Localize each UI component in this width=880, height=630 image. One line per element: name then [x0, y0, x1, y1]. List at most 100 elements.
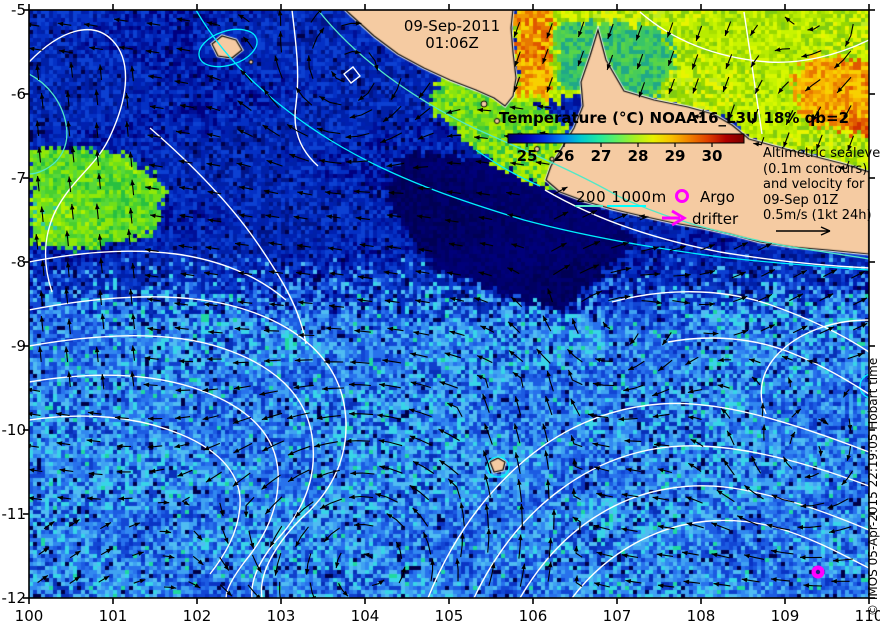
velocity-arrowhead	[97, 173, 102, 180]
velocity-arrowhead	[165, 529, 172, 534]
velocity-arrowhead	[774, 47, 781, 52]
velocity-arrowhead	[203, 302, 210, 307]
velocity-arrowhead	[382, 116, 389, 122]
velocity-arrowhead	[807, 26, 814, 32]
velocity-arrowhead	[446, 160, 453, 166]
velocity-arrowhead	[265, 213, 272, 219]
velocity-arrowhead	[263, 89, 270, 96]
credit-text: © IMOS 05-Apr-2015 22:19:05 Hobart time	[866, 357, 880, 616]
velocity-arrowhead	[845, 40, 850, 47]
velocity-arrowhead	[145, 247, 151, 253]
ssh-contour	[291, 10, 319, 167]
velocity-arrowhead	[353, 189, 360, 194]
velocity-arrowhead	[278, 31, 283, 37]
velocity-arrowhead	[861, 297, 867, 303]
bathymetry-contour	[195, 10, 869, 271]
velocity-arrowhead	[514, 452, 520, 459]
velocity-arrowhead	[56, 441, 63, 446]
velocity-arrowhead	[396, 541, 401, 548]
velocity-arrowhead	[67, 318, 72, 325]
velocity-arrowhead	[417, 185, 424, 191]
velocity-arrowhead	[571, 318, 577, 325]
velocity-arrowhead	[146, 21, 153, 27]
velocity-arrowhead	[800, 503, 807, 509]
velocity-arrowhead	[274, 569, 279, 576]
velocity-arrowhead	[297, 300, 304, 305]
velocity-arrowhead	[711, 522, 718, 528]
velocity-arrowhead	[256, 566, 262, 573]
velocity-arrowhead	[447, 403, 454, 408]
velocity-arrow	[309, 582, 315, 598]
velocity-arrowhead	[768, 324, 775, 330]
colorbar-tick-label: 30	[701, 147, 723, 165]
velocity-arrowhead	[174, 79, 181, 85]
velocity-arrowhead	[202, 415, 209, 421]
velocity-arrowhead	[712, 331, 719, 336]
velocity-arrowhead	[100, 374, 106, 380]
velocity-arrowhead	[657, 467, 664, 473]
velocity-arrowhead	[484, 473, 489, 480]
ssh-contour	[29, 28, 127, 293]
velocity-arrowhead	[795, 409, 801, 415]
velocity-arrowhead	[593, 264, 599, 270]
velocity-arrowhead	[349, 114, 356, 119]
date-line1: 09-Sep-2011	[403, 17, 501, 35]
ssh-contour	[427, 402, 869, 598]
velocity-arrowhead	[654, 442, 660, 448]
velocity-arrowhead	[345, 159, 352, 165]
velocity-arrowhead	[297, 190, 304, 196]
velocity-arrowhead	[345, 438, 352, 444]
velocity-arrowhead	[147, 326, 154, 332]
velocity-arrowhead	[238, 300, 244, 305]
velocity-arrowhead	[572, 458, 577, 465]
velocity-arrowhead	[459, 502, 465, 509]
velocity-arrowhead	[57, 495, 64, 501]
velocity-arrowhead	[413, 461, 420, 466]
velocity-arrowhead	[35, 64, 40, 71]
velocity-arrowhead	[205, 245, 212, 251]
velocity-arrowhead	[137, 551, 144, 556]
velocity-arrowhead	[325, 326, 332, 331]
colorbar-tick-label: 29	[664, 147, 686, 165]
bathymetry-contour	[475, 149, 541, 187]
velocity-arrowhead	[139, 578, 146, 584]
velocity-arrowhead	[656, 300, 663, 305]
velocity-arrowhead	[518, 534, 523, 541]
x-axis-tick-label: 105	[434, 607, 464, 625]
velocity-arrowhead	[176, 17, 183, 22]
velocity-arrowhead	[737, 515, 744, 521]
velocity-arrowhead	[799, 555, 806, 560]
x-axis-tick-label: 102	[182, 607, 212, 625]
velocity-arrowhead	[124, 121, 130, 127]
ssh-contour	[29, 296, 347, 598]
velocity-arrowhead	[178, 243, 185, 249]
velocity-arrowhead	[316, 127, 323, 133]
y-axis-tick-label: -9	[11, 337, 26, 355]
velocity-arrowhead	[149, 104, 156, 110]
velocity-arrowhead	[514, 396, 520, 403]
velocity-arrowhead	[387, 326, 394, 332]
bathymetry-contour	[317, 10, 869, 260]
ssh-contour	[29, 335, 315, 598]
velocity-arrowhead	[418, 247, 425, 253]
velocity-arrowhead	[297, 243, 303, 249]
ssh-contour	[639, 11, 869, 63]
velocity-arrowhead	[29, 496, 35, 501]
velocity-arrowhead	[130, 371, 135, 377]
velocity-arrowhead	[232, 360, 239, 365]
velocity-arrowhead	[379, 382, 385, 388]
velocity-arrowhead	[564, 264, 570, 270]
date-label: 09-Sep-2011 01:06Z	[377, 18, 527, 52]
velocity-arrowhead	[147, 297, 153, 302]
colorbar-tick-label: 26	[553, 147, 575, 165]
velocity-arrowhead	[74, 576, 81, 582]
velocity-arrowhead	[535, 160, 542, 166]
velocity-arrowhead	[639, 214, 645, 219]
velocity-arrowhead	[328, 303, 335, 309]
velocity-arrowhead	[67, 176, 72, 183]
velocity-arrowhead	[444, 352, 451, 357]
velocity-arrowhead	[319, 158, 325, 164]
velocity-arrowhead	[69, 62, 74, 68]
velocity-arrowhead	[223, 564, 229, 571]
velocity-arrowhead	[812, 115, 818, 122]
